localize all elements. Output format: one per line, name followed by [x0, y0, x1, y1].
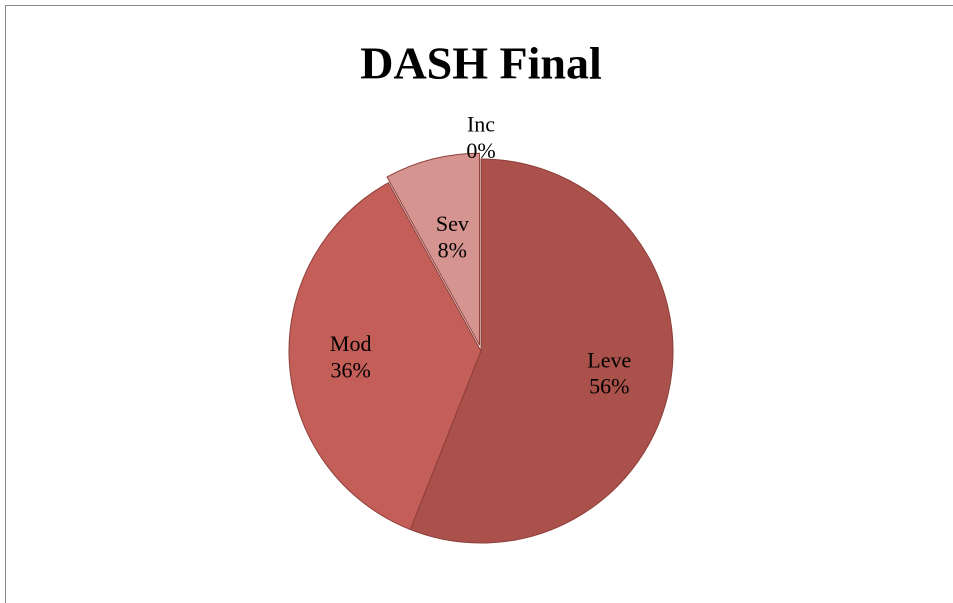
data-label: Sev 8%: [436, 211, 469, 262]
pie-slice: [386, 152, 481, 346]
value-label: 36%: [331, 357, 371, 382]
category-label: Mod: [330, 331, 372, 356]
pie-slice: [409, 158, 674, 544]
pie-slice: [288, 182, 482, 531]
data-label: Mod 36%: [330, 331, 372, 382]
chart-title: DASH Final: [360, 38, 602, 89]
value-label: 56%: [589, 374, 629, 399]
category-label: Inc: [467, 112, 495, 137]
category-label: Leve: [587, 347, 631, 372]
data-label: Leve 56%: [587, 347, 631, 398]
value-label: 0%: [466, 138, 495, 163]
category-label: Sev: [436, 211, 469, 236]
value-label: 8%: [438, 238, 467, 263]
data-label: Inc 0%: [466, 112, 495, 163]
